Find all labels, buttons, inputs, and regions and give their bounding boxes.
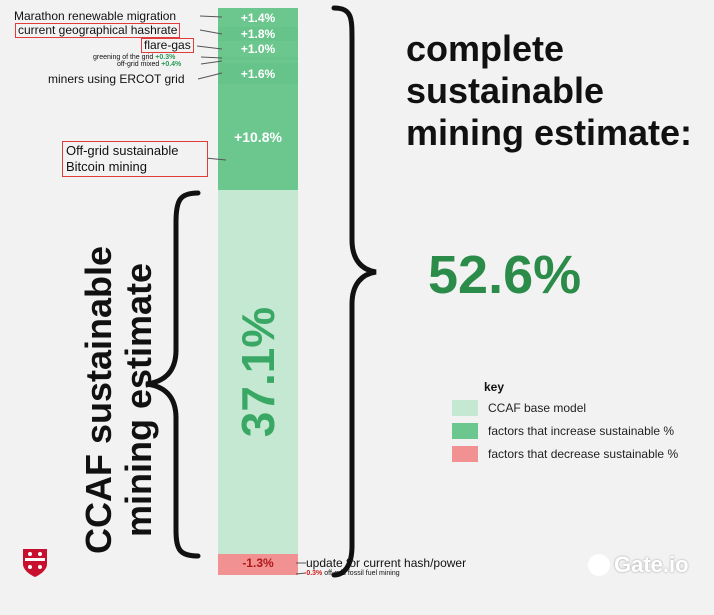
bar-segment-offgrid-sustainable: +10.8% xyxy=(218,84,298,190)
bar-segment-ercot: +1.6% xyxy=(218,63,298,84)
label-offgrid-mixed: off-grid mixed +0.4% xyxy=(117,61,182,68)
bar-segment-flare-gas: +1.0% xyxy=(218,41,298,57)
bar-segment-update-hash: -1.3% xyxy=(218,554,298,572)
label-marathon: Marathon renewable migration xyxy=(14,9,177,23)
label-offgrid-sustainable: Off-grid sustainable Bitcoin mining xyxy=(62,141,208,177)
bar-segment-geographical-hashrate: +1.8% xyxy=(218,27,298,41)
label-ercot: miners using ERCOT grid xyxy=(48,72,185,86)
legend-item-decrease: factors that decrease sustainable % xyxy=(452,446,678,462)
bar-segment-marathon: +1.4% xyxy=(218,8,298,27)
base-caption: CCAF sustainable mining estimate xyxy=(78,245,159,555)
label-geographical-hashrate: current geographical hashrate xyxy=(15,23,181,38)
bar-segment-greening-grid xyxy=(218,57,298,60)
total-value: 52.6% xyxy=(428,245,582,305)
bar-segment-offgrid-mixed xyxy=(218,60,298,63)
bar-segment-ccaf-base: 37.1% xyxy=(218,190,298,554)
bar-segment-offgrid-fossil xyxy=(218,572,298,575)
legend-item-base: CCAF base model xyxy=(452,400,586,416)
label-offgrid-fossil: -0.3% off-grid fossil fuel mining xyxy=(304,570,400,577)
label-flare-gas: flare-gas xyxy=(141,38,194,53)
gate-logo: Gate.io xyxy=(588,552,689,578)
connector-lines xyxy=(145,5,377,578)
base-brace xyxy=(145,190,201,559)
label-update-hash: update for current hash/power xyxy=(306,556,467,570)
legend-title: key xyxy=(484,380,505,394)
crest-icon xyxy=(23,549,47,577)
total-brace xyxy=(331,5,377,578)
gate-logo-icon xyxy=(588,554,610,576)
label-greening-grid: greening of the grid +0.3% xyxy=(93,54,176,61)
legend-item-increase: factors that increase sustainable % xyxy=(452,423,674,439)
total-caption: complete sustainable mining estimate: xyxy=(406,28,693,153)
